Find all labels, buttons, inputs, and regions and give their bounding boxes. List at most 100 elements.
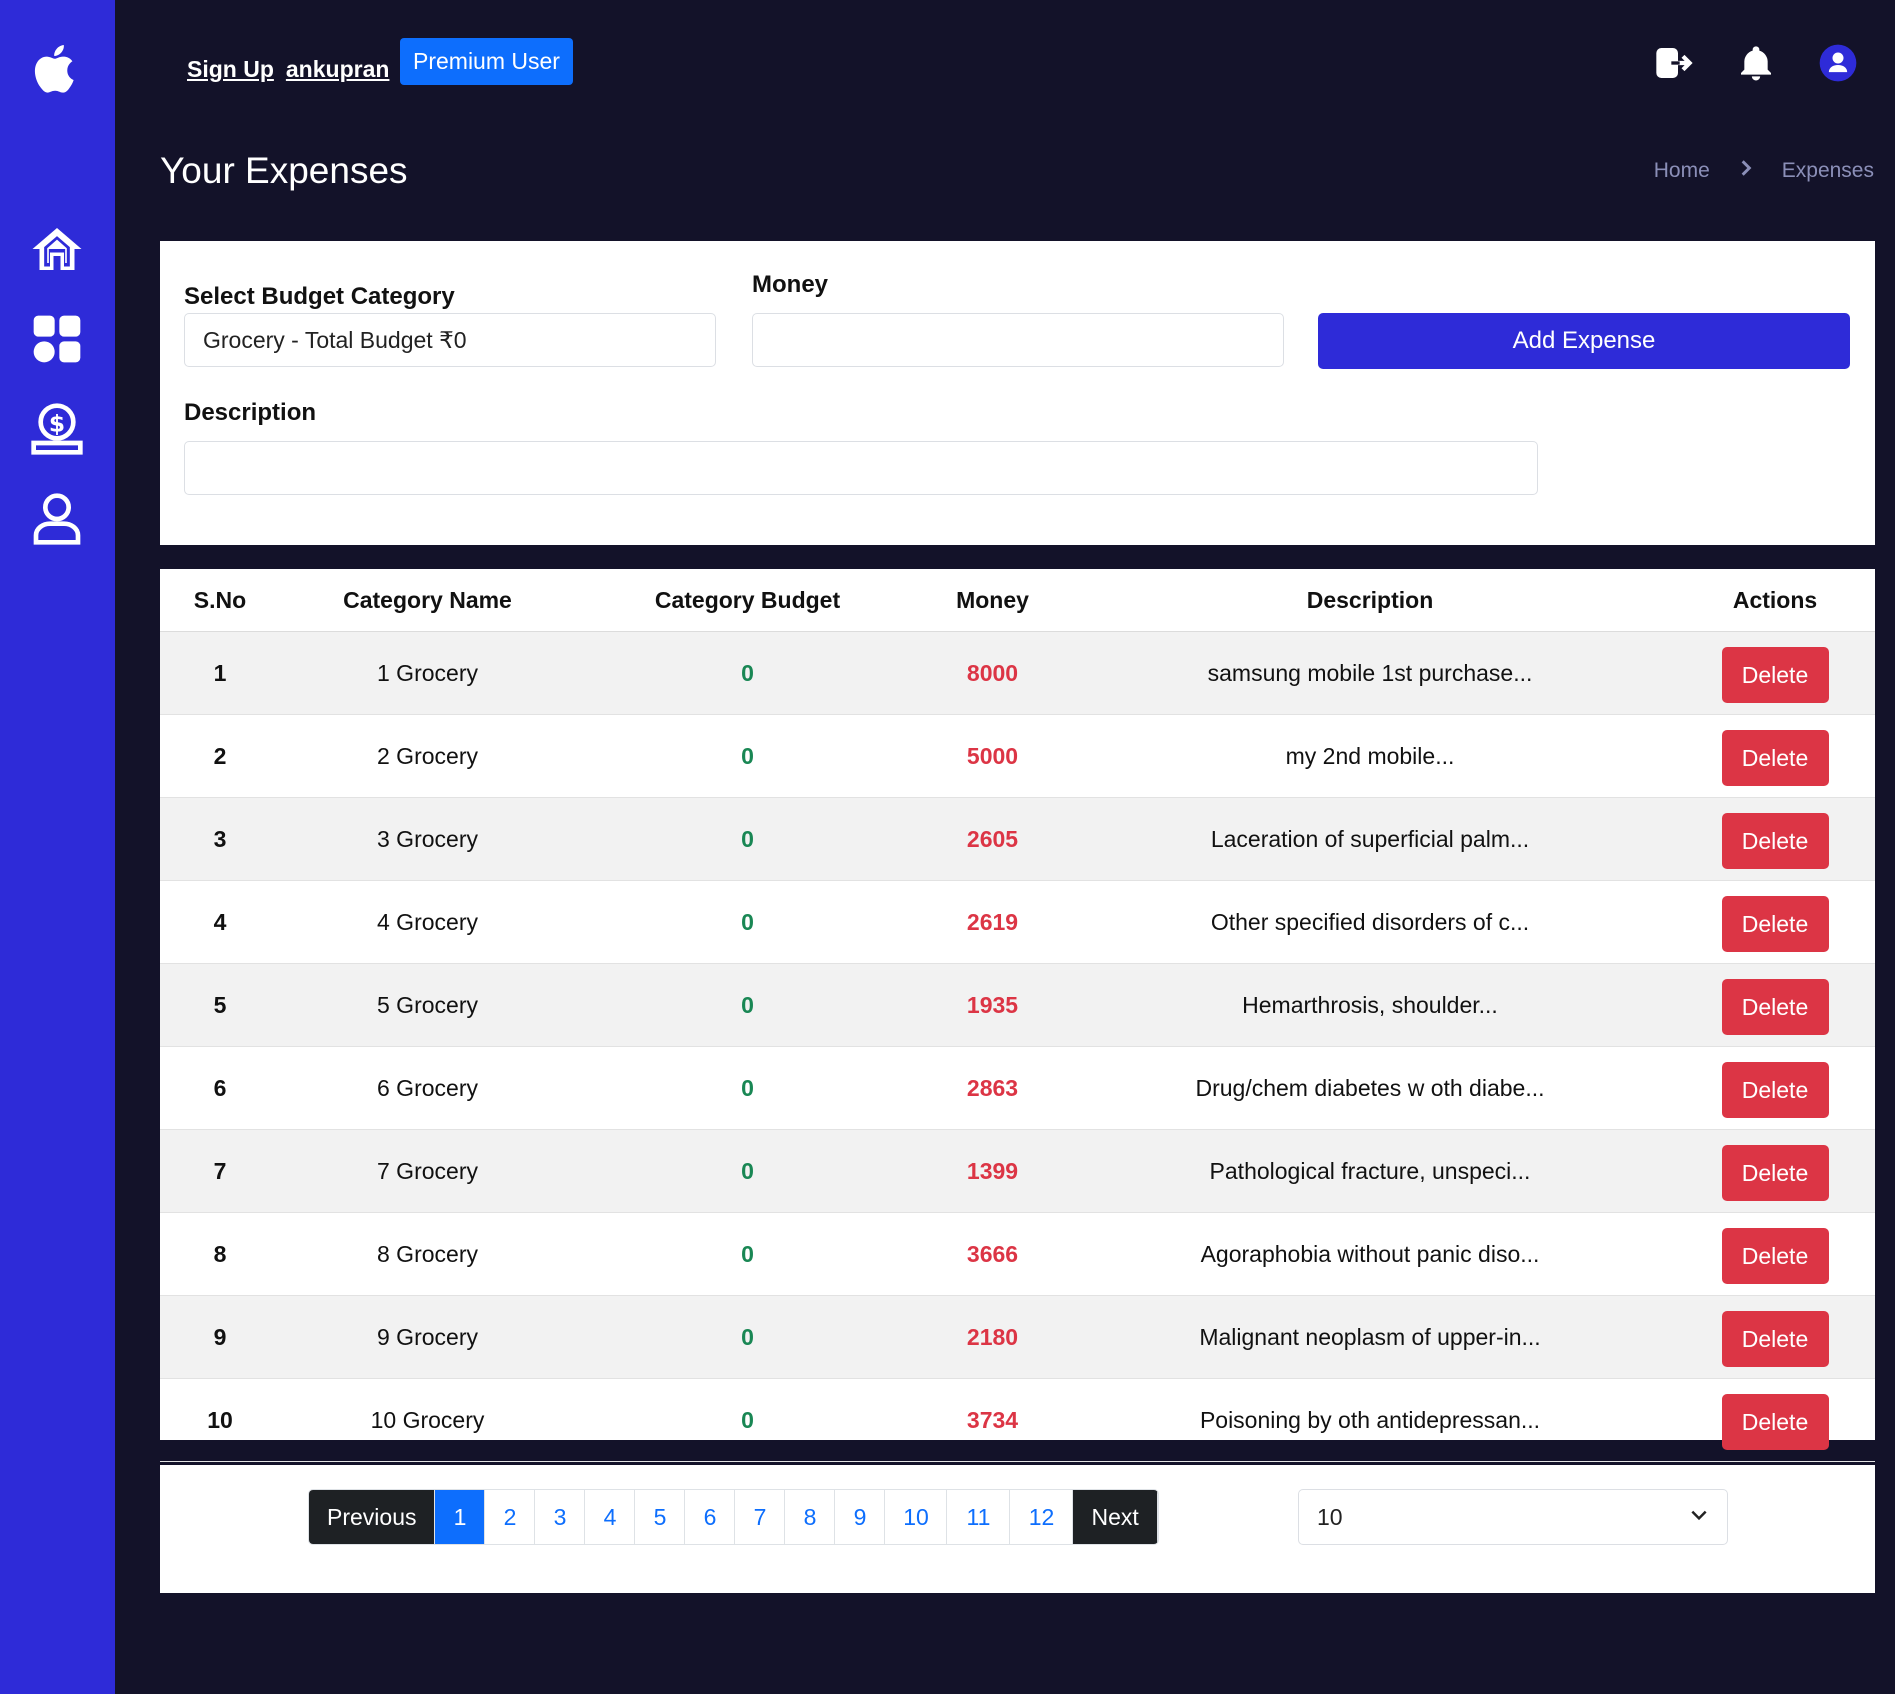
profile-avatar-icon[interactable] [1815,40,1861,86]
cell-description: Other specified disorders of c... [1065,880,1675,964]
cell-sno: 2 [160,714,280,798]
add-expense-button[interactable]: Add Expense [1318,313,1850,369]
table-row: 8 8 Grocery 0 3666 Agoraphobia without p… [160,1212,1875,1296]
delete-button[interactable]: Delete [1721,1062,1829,1118]
sidebar: $ [0,0,115,1694]
table-row: 9 9 Grocery 0 2180 Malignant neoplasm of… [160,1295,1875,1379]
expenses-table-card: S.No Category Name Category Budget Money… [160,569,1875,1462]
delete-button[interactable]: Delete [1721,1228,1829,1284]
cell-budget: 0 [575,1212,920,1296]
page-11-button[interactable]: 11 [947,1490,1011,1544]
table-row: 7 7 Grocery 0 1399 Pathological fracture… [160,1129,1875,1213]
cell-description: Pathological fracture, unspeci... [1065,1129,1675,1213]
table-row: 2 2 Grocery 0 5000 my 2nd mobile... Dele… [160,714,1875,798]
page-title: Your Expenses [160,150,408,191]
delete-button[interactable]: Delete [1721,979,1829,1035]
cell-actions: Delete [1675,631,1875,715]
pagination-card: Previous 1 2 3 4 5 6 7 8 9 10 11 12 Next… [160,1465,1875,1593]
cell-budget: 0 [575,963,920,1047]
pagination: Previous 1 2 3 4 5 6 7 8 9 10 11 12 Next [308,1489,1159,1545]
cell-money: 2605 [920,797,1065,881]
home-icon[interactable] [28,220,86,278]
page-1-button[interactable]: 1 [435,1490,486,1544]
cell-budget: 0 [575,1046,920,1130]
header-sno: S.No [160,569,280,632]
header-money: Money [920,569,1065,632]
page-10-button[interactable]: 10 [885,1490,948,1544]
table-row: 4 4 Grocery 0 2619 Other specified disor… [160,880,1875,964]
chevron-right-icon [1736,158,1756,184]
budget-category-select[interactable]: Grocery - Total Budget ₹0 [184,313,716,367]
header-description: Description [1065,569,1675,632]
cell-category: 6 Grocery [280,1046,575,1130]
apple-logo-icon[interactable] [28,40,86,98]
description-input[interactable] [184,441,1538,495]
page-7-button[interactable]: 7 [735,1490,786,1544]
user-icon[interactable] [28,490,86,548]
cell-actions: Delete [1675,1295,1875,1379]
money-hand-icon[interactable]: $ [28,400,86,458]
cell-actions: Delete [1675,1378,1875,1462]
logout-icon[interactable] [1650,40,1696,86]
username-link[interactable]: ankupran [285,56,390,82]
cell-money: 3666 [920,1212,1065,1296]
page-3-button[interactable]: 3 [535,1490,586,1544]
breadcrumb: Home Expenses [1654,158,1874,184]
premium-user-badge[interactable]: Premium User [400,38,573,85]
delete-button[interactable]: Delete [1721,896,1829,952]
delete-button[interactable]: Delete [1721,1311,1829,1367]
page-4-button[interactable]: 4 [585,1490,636,1544]
auth-links: Sign Up ankupran [187,56,389,83]
table-row: 5 5 Grocery 0 1935 Hemarthrosis, shoulde… [160,963,1875,1047]
table-row: 1 1 Grocery 0 8000 samsung mobile 1st pu… [160,631,1875,715]
money-input[interactable] [752,313,1284,367]
cell-category: 9 Grocery [280,1295,575,1379]
cell-category: 1 Grocery [280,631,575,715]
page-12-button[interactable]: 12 [1010,1490,1074,1544]
delete-button[interactable]: Delete [1721,647,1829,703]
money-label: Money [752,271,829,298]
delete-button[interactable]: Delete [1721,730,1829,786]
cell-category: 7 Grocery [280,1129,575,1213]
page-9-button[interactable]: 9 [835,1490,886,1544]
cell-sno: 6 [160,1046,280,1130]
sign-up-link[interactable]: Sign Up [187,56,274,82]
cell-category: 3 Grocery [280,797,575,881]
cell-description: Laceration of superficial palm... [1065,797,1675,881]
breadcrumb-home[interactable]: Home [1653,159,1710,182]
delete-button[interactable]: Delete [1721,813,1829,869]
cell-money: 1399 [920,1129,1065,1213]
delete-button[interactable]: Delete [1721,1394,1829,1450]
previous-page-button[interactable]: Previous [309,1490,436,1544]
cell-sno: 3 [160,797,280,881]
cell-category: 8 Grocery [280,1212,575,1296]
cell-budget: 0 [575,797,920,881]
page-size-select[interactable]: 10 [1298,1489,1728,1545]
table-row: 3 3 Grocery 0 2605 Laceration of superfi… [160,797,1875,881]
description-label: Description [184,399,317,426]
next-page-button[interactable]: Next [1073,1490,1158,1544]
page-2-button[interactable]: 2 [485,1490,536,1544]
cell-money: 2180 [920,1295,1065,1379]
page-5-button[interactable]: 5 [635,1490,686,1544]
chevron-down-icon [1689,1504,1709,1531]
cell-sno: 7 [160,1129,280,1213]
page-8-button[interactable]: 8 [785,1490,836,1544]
delete-button[interactable]: Delete [1721,1145,1829,1201]
cell-budget: 0 [575,1295,920,1379]
cell-actions: Delete [1675,1046,1875,1130]
bell-icon[interactable] [1733,40,1779,86]
add-expense-form: Select Budget Category Grocery - Total B… [160,241,1875,545]
dashboard-grid-icon[interactable] [28,310,86,368]
cell-budget: 0 [575,880,920,964]
cell-sno: 10 [160,1378,280,1462]
header-category-name: Category Name [280,569,575,632]
cell-money: 2863 [920,1046,1065,1130]
cell-description: Malignant neoplasm of upper-in... [1065,1295,1675,1379]
cell-budget: 0 [575,1129,920,1213]
cell-budget: 0 [575,1378,920,1462]
table-header-row: S.No Category Name Category Budget Money… [160,569,1875,632]
cell-actions: Delete [1675,880,1875,964]
cell-description: Hemarthrosis, shoulder... [1065,963,1675,1047]
page-6-button[interactable]: 6 [685,1490,736,1544]
